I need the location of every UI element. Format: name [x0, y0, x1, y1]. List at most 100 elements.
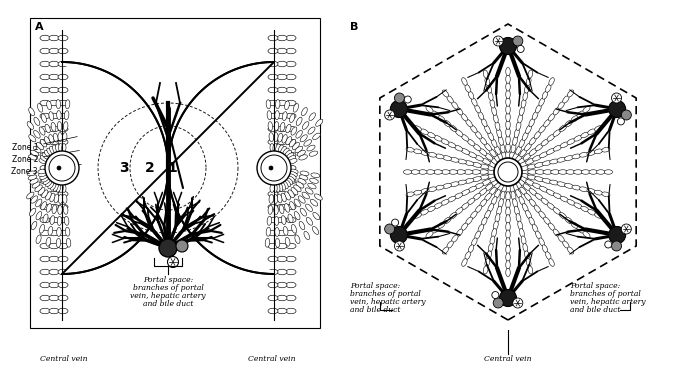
Ellipse shape	[310, 199, 317, 206]
Ellipse shape	[434, 203, 442, 209]
Ellipse shape	[53, 183, 59, 192]
Ellipse shape	[542, 178, 551, 183]
Text: 2: 2	[145, 161, 155, 175]
Ellipse shape	[457, 159, 466, 164]
Ellipse shape	[30, 208, 36, 216]
Ellipse shape	[481, 118, 487, 127]
Ellipse shape	[489, 149, 496, 157]
Ellipse shape	[523, 244, 528, 252]
Ellipse shape	[28, 175, 37, 180]
Ellipse shape	[517, 179, 526, 186]
Ellipse shape	[529, 137, 537, 145]
Ellipse shape	[485, 125, 491, 134]
Ellipse shape	[426, 170, 435, 174]
Ellipse shape	[559, 125, 567, 131]
Ellipse shape	[523, 153, 531, 160]
Ellipse shape	[49, 178, 59, 184]
Ellipse shape	[594, 149, 603, 154]
Ellipse shape	[549, 159, 559, 164]
Ellipse shape	[428, 187, 437, 192]
Ellipse shape	[270, 144, 274, 152]
Ellipse shape	[427, 132, 435, 138]
Ellipse shape	[479, 188, 487, 196]
Ellipse shape	[527, 175, 537, 180]
Ellipse shape	[563, 96, 569, 103]
Ellipse shape	[558, 235, 564, 242]
Ellipse shape	[44, 137, 50, 145]
Ellipse shape	[293, 104, 299, 112]
Ellipse shape	[565, 217, 572, 224]
Ellipse shape	[515, 155, 522, 163]
Ellipse shape	[275, 183, 280, 192]
Ellipse shape	[286, 100, 296, 106]
Ellipse shape	[304, 140, 311, 146]
Ellipse shape	[535, 170, 545, 174]
Ellipse shape	[288, 155, 296, 162]
Ellipse shape	[521, 99, 526, 108]
Ellipse shape	[40, 243, 50, 249]
Ellipse shape	[286, 152, 296, 158]
Ellipse shape	[293, 142, 299, 150]
Text: Portal space:: Portal space:	[570, 282, 620, 290]
Ellipse shape	[461, 190, 470, 195]
Ellipse shape	[299, 196, 305, 203]
Ellipse shape	[487, 85, 491, 93]
Ellipse shape	[557, 182, 566, 187]
Ellipse shape	[506, 75, 510, 84]
Ellipse shape	[513, 136, 518, 146]
Ellipse shape	[581, 132, 589, 138]
Ellipse shape	[286, 295, 296, 301]
Circle shape	[261, 155, 287, 181]
Ellipse shape	[268, 178, 278, 184]
Ellipse shape	[426, 106, 433, 112]
Ellipse shape	[289, 169, 298, 174]
Ellipse shape	[268, 113, 278, 119]
Ellipse shape	[63, 195, 67, 203]
Ellipse shape	[435, 154, 444, 159]
Ellipse shape	[506, 215, 510, 224]
Ellipse shape	[560, 196, 569, 202]
Ellipse shape	[491, 179, 499, 186]
Ellipse shape	[58, 204, 68, 210]
Ellipse shape	[528, 70, 532, 78]
Ellipse shape	[510, 150, 514, 160]
Ellipse shape	[40, 126, 50, 132]
Ellipse shape	[588, 129, 596, 135]
Ellipse shape	[517, 158, 526, 165]
Text: Central vein: Central vein	[249, 355, 296, 363]
Ellipse shape	[278, 133, 282, 142]
Ellipse shape	[506, 90, 510, 99]
Ellipse shape	[574, 170, 582, 174]
Ellipse shape	[28, 155, 37, 160]
Ellipse shape	[58, 126, 68, 132]
Ellipse shape	[454, 193, 463, 199]
Ellipse shape	[286, 204, 296, 210]
Ellipse shape	[539, 186, 548, 192]
Ellipse shape	[498, 136, 503, 146]
Ellipse shape	[413, 190, 422, 195]
Ellipse shape	[421, 129, 428, 135]
Ellipse shape	[277, 269, 287, 275]
Ellipse shape	[479, 149, 487, 155]
Ellipse shape	[286, 153, 294, 159]
Ellipse shape	[485, 143, 491, 151]
Ellipse shape	[457, 180, 466, 185]
Circle shape	[494, 158, 522, 186]
Ellipse shape	[553, 145, 561, 151]
Ellipse shape	[277, 295, 287, 301]
Ellipse shape	[524, 85, 529, 93]
Ellipse shape	[52, 205, 57, 214]
Ellipse shape	[313, 212, 319, 220]
Ellipse shape	[313, 133, 320, 139]
Ellipse shape	[36, 235, 41, 244]
Ellipse shape	[472, 162, 481, 167]
Ellipse shape	[450, 125, 457, 131]
Ellipse shape	[49, 308, 59, 314]
Ellipse shape	[286, 113, 296, 119]
Ellipse shape	[273, 144, 278, 152]
Text: branches of portal: branches of portal	[133, 284, 204, 292]
Ellipse shape	[452, 235, 458, 242]
Ellipse shape	[520, 173, 530, 178]
Ellipse shape	[516, 214, 521, 223]
Ellipse shape	[275, 238, 280, 247]
